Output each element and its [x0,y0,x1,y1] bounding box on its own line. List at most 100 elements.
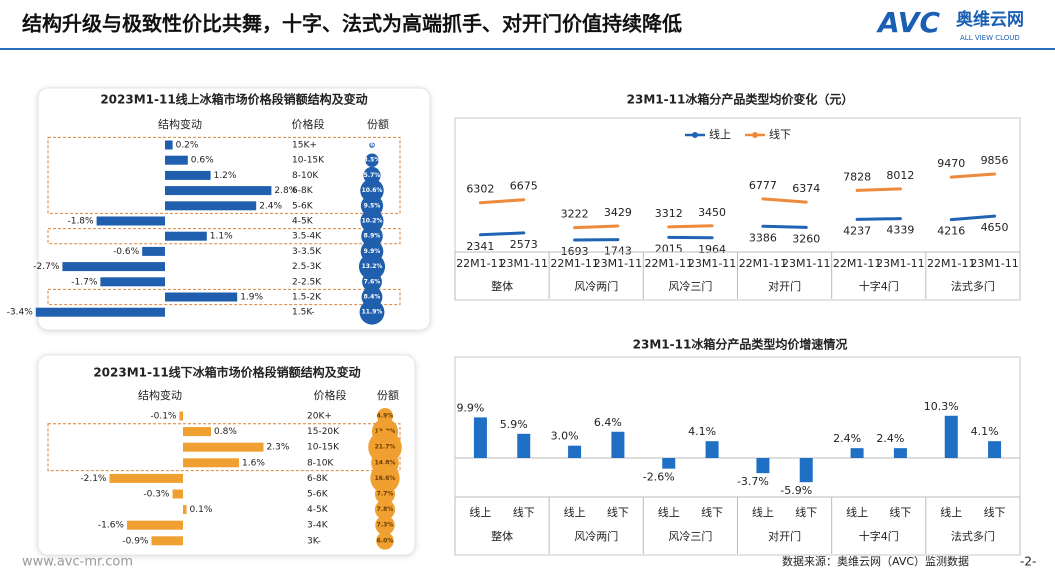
chart-title: 23M1-11冰箱分产品类型均价增速情况 [633,337,848,352]
logo-cn: 奥维云网 [956,9,1024,30]
slide-title: 结构升级与极致性价比共舞，十字、法式为高端抓手、对开门价值持续降低 [22,12,682,36]
category-label: 8-10K [292,171,319,181]
value-label: 2.4% [833,432,861,445]
bar [100,277,165,287]
panel [37,354,416,556]
share-bubble [358,253,386,280]
line [855,217,902,221]
value-label: 4216 [937,225,965,238]
value-label: 6374 [792,182,820,195]
share-label: 16.6% [375,475,396,482]
category-label: 3.5-4K [292,232,322,242]
value-label: 4.1% [971,425,999,438]
x-tick-label: 线下 [984,505,1006,519]
bar [172,489,183,499]
highlight-box [47,288,401,306]
value-label: -2.7% [33,262,60,272]
share-bubble [376,531,394,550]
bar [165,201,257,211]
value-label: 6777 [749,179,777,192]
share-label: 14.8% [375,459,396,466]
category-label: 10-15K [292,156,325,166]
value-label: 3260 [792,232,820,245]
line [478,198,526,205]
value-label: -3.7% [737,475,769,488]
value-label: -2.1% [80,474,107,484]
share-bubble [362,271,382,292]
x-tick-label: 23M1-11 [782,257,830,270]
bar [568,445,582,458]
share-label: 13.2% [362,263,383,270]
bar [109,473,183,483]
category-label: 6-8K [307,474,329,484]
group-label: 整体 [491,279,513,293]
x-tick-label: 线下 [607,505,629,519]
value-label: 3386 [749,231,777,244]
share-label: 7.8% [377,506,394,513]
category-label: 2-2.5K [292,277,322,287]
x-tick-label: 线上 [658,505,680,519]
category-label: 1.5-2K [292,293,322,303]
chart-title: 23M1-11冰箱分产品类型均价变化（元） [627,92,854,107]
share-bubble [370,463,400,494]
category-label: 3-3.5K [292,247,322,257]
bar [611,431,625,458]
bar [165,231,207,241]
bar [662,458,676,469]
x-tick-label: 线上 [846,505,868,519]
x-tick-label: 线下 [701,505,723,519]
value-label: 6302 [466,183,494,196]
category-label: 4-5K [292,217,314,227]
share-label: 11.9% [362,309,383,316]
column-label: 价格段 [314,388,347,402]
bar [165,186,272,196]
group-label: 风冷三门 [668,529,712,543]
chart-title: 2023M1-11线下冰箱市场价格段销额结构及变动 [93,365,360,380]
x-tick-label: 22M1-11 [550,257,598,270]
value-label: 0.8% [214,427,237,437]
line [949,172,997,179]
category-label: 20K+ [307,412,332,422]
value-label: 4237 [843,224,871,237]
bar [165,170,211,180]
value-label: 2573 [510,238,538,251]
page-number: -2- [1020,555,1036,569]
value-label: 1.6% [242,458,265,468]
value-label: 0.2% [176,141,199,151]
value-label: -0.6% [113,247,140,257]
share-bubble [369,142,375,148]
value-label: 10.3% [924,400,959,413]
x-tick-label: 22M1-11 [645,257,693,270]
value-label: 1.9% [240,293,263,303]
column-label: 结构变动 [138,388,182,402]
x-tick-label: 线下 [795,505,817,519]
category-label: 10-15K [307,443,340,453]
value-label: 7828 [843,170,871,183]
value-label: 6.4% [594,416,622,429]
value-label: -1.8% [67,217,94,227]
bar [165,292,238,302]
category-label: 8-10K [307,458,334,468]
share-bubble [360,209,384,233]
column-label: 结构变动 [158,117,202,131]
value-label: 2.3% [267,443,290,453]
category-label: 6-8K [292,186,314,196]
value-label: -1.7% [71,277,98,287]
group-label: 风冷两门 [574,529,618,543]
share-label: 9.5% [364,202,381,209]
x-tick-label: 22M1-11 [833,257,881,270]
share-label: 6.0% [377,537,394,544]
share-bubble [374,499,396,520]
x-tick-label: 线上 [469,505,491,519]
bar [127,520,183,530]
value-label: 6675 [510,180,538,193]
value-label: 4.1% [688,425,716,438]
group-label: 风冷三门 [668,279,712,293]
bar [473,417,487,458]
share-label: 10.6% [362,187,383,194]
share-label: 4.9% [377,413,394,420]
value-label: 3.0% [551,430,579,443]
category-label: 15K+ [292,141,317,151]
value-label: 2.8% [274,186,297,196]
